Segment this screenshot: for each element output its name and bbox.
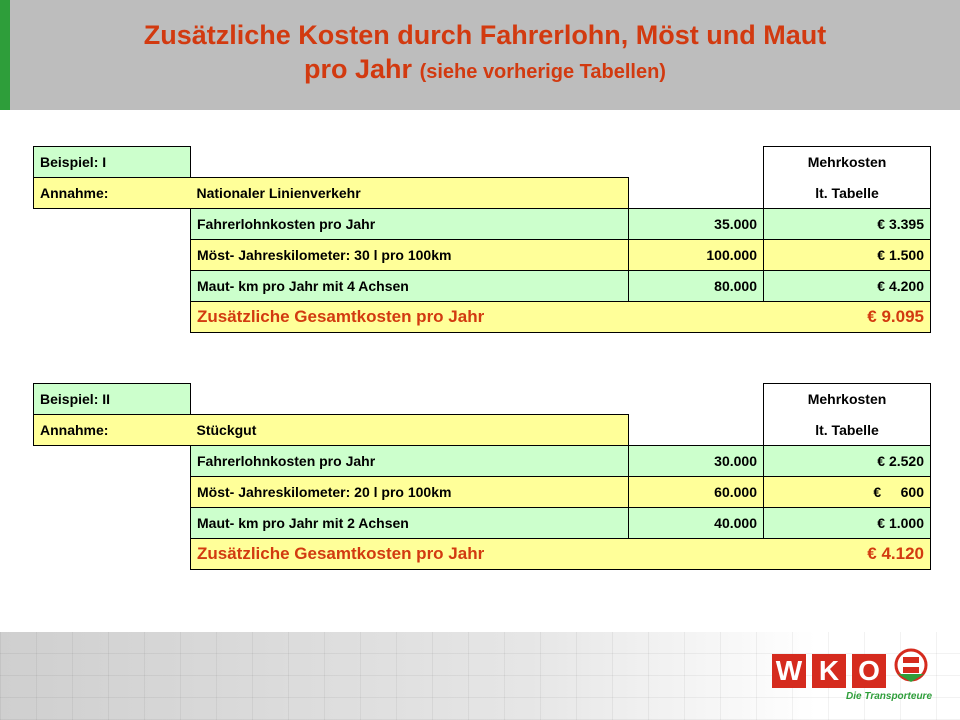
row-qty: 35.000	[628, 208, 764, 240]
title-line-2: pro Jahr (siehe vorherige Tabellen)	[10, 52, 960, 89]
beispiel-label: Beispiel: II	[33, 383, 191, 415]
page-title: Zusätzliche Kosten durch Fahrerlohn, Mös…	[10, 18, 960, 89]
row-label: Möst- Jahreskilometer: 20 l pro 100km	[190, 476, 629, 508]
annahme-label: Annahme:	[33, 414, 191, 446]
wko-logo: W K O Die Transporteure	[772, 648, 932, 708]
cost-table-1: Beispiel: I Mehrkosten Annahme: National…	[33, 146, 931, 333]
row-cost: € 2.520	[763, 445, 931, 477]
beispiel-label: Beispiel: I	[33, 146, 191, 178]
table-row: Fahrerlohnkosten pro Jahr 35.000 € 3.395	[34, 208, 931, 240]
row-label: Maut- km pro Jahr mit 4 Achsen	[190, 270, 629, 302]
total-label: Zusätzliche Gesamtkosten pro Jahr	[190, 538, 764, 570]
logo-letter-o: O	[852, 654, 886, 688]
logo-subtitle: Die Transporteure	[846, 691, 932, 702]
table-row: Fahrerlohnkosten pro Jahr 30.000 € 2.520	[34, 445, 931, 477]
row-qty: 100.000	[628, 239, 764, 271]
row-label: Maut- km pro Jahr mit 2 Achsen	[190, 507, 629, 539]
row-label: Fahrerlohnkosten pro Jahr	[190, 445, 629, 477]
header-bar	[0, 0, 960, 110]
row-qty: 60.000	[628, 476, 764, 508]
row-qty: 80.000	[628, 270, 764, 302]
row-cost: € 600	[763, 476, 931, 508]
tabelle-header: lt. Tabelle	[763, 414, 931, 446]
row-label: Fahrerlohnkosten pro Jahr	[190, 208, 629, 240]
total-value: € 9.095	[763, 301, 931, 333]
total-row: Zusätzliche Gesamtkosten pro Jahr € 9.09…	[34, 301, 931, 333]
row-qty: 30.000	[628, 445, 764, 477]
row-cost: € 3.395	[763, 208, 931, 240]
tabelle-header: lt. Tabelle	[763, 177, 931, 209]
row-cost: € 1.500	[763, 239, 931, 271]
table-row: Möst- Jahreskilometer: 30 l pro 100km 10…	[34, 239, 931, 271]
total-row: Zusätzliche Gesamtkosten pro Jahr € 4.12…	[34, 538, 931, 570]
logo-letter-k: K	[812, 654, 846, 688]
annahme-value: Stückgut	[190, 414, 629, 446]
total-label: Zusätzliche Gesamtkosten pro Jahr	[190, 301, 764, 333]
header-accent-stripe	[0, 0, 10, 110]
row-cost: € 4.200	[763, 270, 931, 302]
row-qty: 40.000	[628, 507, 764, 539]
cost-table-2: Beispiel: II Mehrkosten Annahme: Stückgu…	[33, 383, 931, 570]
wko-emblem-icon	[894, 648, 928, 682]
mehrkosten-header: Mehrkosten	[763, 146, 931, 178]
title-line-2-main: pro Jahr	[304, 54, 413, 84]
annahme-value: Nationaler Linienverkehr	[190, 177, 629, 209]
annahme-label: Annahme:	[33, 177, 191, 209]
table-row: Möst- Jahreskilometer: 20 l pro 100km 60…	[34, 476, 931, 508]
title-line-1: Zusätzliche Kosten durch Fahrerlohn, Mös…	[143, 20, 827, 50]
row-cost: € 1.000	[763, 507, 931, 539]
logo-letter-w: W	[772, 654, 806, 688]
mehrkosten-header: Mehrkosten	[763, 383, 931, 415]
title-line-2-sub: (siehe vorherige Tabellen)	[419, 61, 666, 83]
table-row: Maut- km pro Jahr mit 2 Achsen 40.000 € …	[34, 507, 931, 539]
table-row: Maut- km pro Jahr mit 4 Achsen 80.000 € …	[34, 270, 931, 302]
total-value: € 4.120	[763, 538, 931, 570]
row-label: Möst- Jahreskilometer: 30 l pro 100km	[190, 239, 629, 271]
